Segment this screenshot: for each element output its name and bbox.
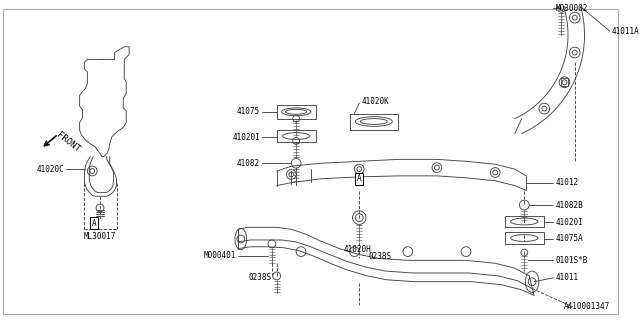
Text: FRONT: FRONT (54, 130, 81, 154)
Text: 0238S: 0238S (369, 252, 392, 260)
Text: 0101S*B: 0101S*B (556, 256, 588, 265)
Text: 41020H: 41020H (344, 245, 371, 254)
Text: 41020I: 41020I (232, 132, 260, 141)
Text: 41020C: 41020C (36, 164, 64, 173)
Text: A: A (92, 219, 97, 228)
Text: 41011A: 41011A (612, 27, 639, 36)
Text: 41020K: 41020K (361, 97, 389, 106)
Text: 41020I: 41020I (556, 218, 583, 227)
Text: 41075A: 41075A (556, 235, 583, 244)
Text: 41012: 41012 (556, 178, 579, 187)
Bar (505, 216, 544, 227)
Bar (276, 130, 316, 142)
Text: 0238S: 0238S (249, 273, 272, 282)
Text: 41082B: 41082B (556, 201, 583, 210)
Text: 41011: 41011 (556, 273, 579, 282)
Bar (349, 114, 398, 130)
Text: 41082: 41082 (237, 159, 260, 168)
Bar (276, 105, 316, 119)
Text: 41075: 41075 (237, 107, 260, 116)
Bar (505, 232, 544, 244)
Bar (561, 78, 568, 86)
Text: ML30017: ML30017 (84, 232, 116, 241)
Text: M030002: M030002 (556, 4, 588, 13)
Text: M000401: M000401 (204, 251, 236, 260)
Text: A410001347: A410001347 (563, 302, 610, 311)
Text: A: A (357, 174, 362, 183)
